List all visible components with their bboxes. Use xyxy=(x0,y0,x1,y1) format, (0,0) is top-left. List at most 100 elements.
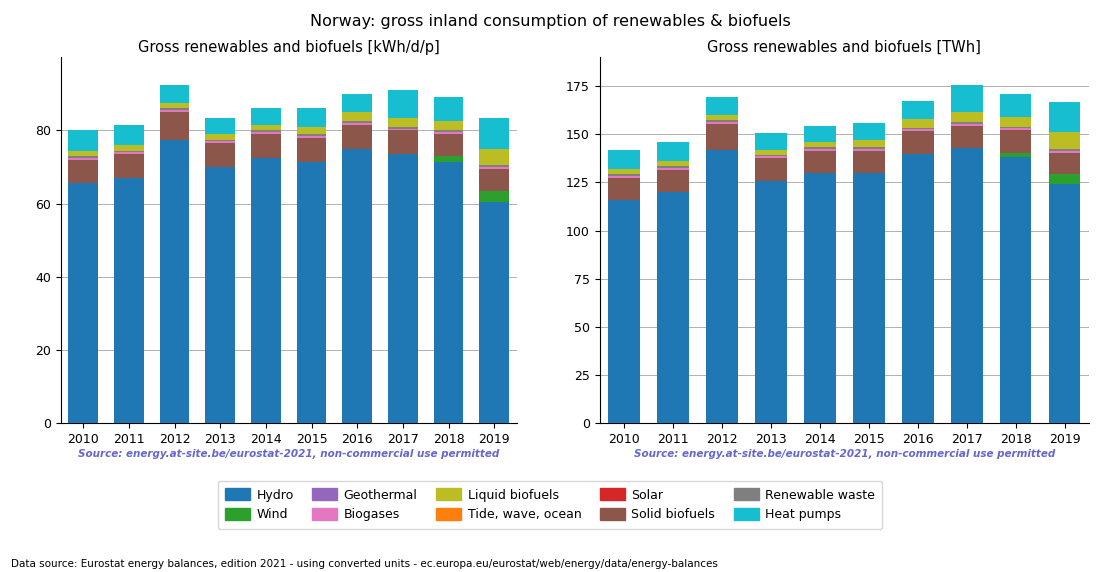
Bar xyxy=(852,173,884,423)
Bar xyxy=(114,152,144,154)
Bar xyxy=(160,103,189,109)
Text: Norway: gross inland consumption of renewables & biofuels: Norway: gross inland consumption of rene… xyxy=(309,14,791,29)
Bar xyxy=(1000,117,1032,126)
Bar xyxy=(902,101,934,119)
Bar xyxy=(1000,153,1032,157)
Bar xyxy=(206,140,235,141)
Bar xyxy=(852,140,884,147)
Bar xyxy=(433,161,463,423)
Bar xyxy=(902,153,934,423)
Bar xyxy=(342,112,372,121)
Bar xyxy=(852,149,884,150)
Text: Data source: Eurostat energy balances, edition 2021 - using converted units - ec: Data source: Eurostat energy balances, e… xyxy=(11,559,718,569)
Bar xyxy=(1048,132,1080,149)
Bar xyxy=(1000,94,1032,117)
Bar xyxy=(1000,130,1032,153)
Bar xyxy=(206,143,235,167)
Bar xyxy=(160,112,189,140)
Bar xyxy=(902,119,934,128)
Bar xyxy=(114,178,144,423)
Bar xyxy=(706,150,738,423)
Bar xyxy=(114,145,144,150)
Bar xyxy=(657,166,689,168)
Bar xyxy=(297,136,327,138)
Bar xyxy=(433,130,463,132)
Bar xyxy=(1048,184,1080,423)
Bar xyxy=(608,176,640,178)
Bar xyxy=(433,121,463,130)
Bar xyxy=(608,200,640,423)
Bar xyxy=(114,154,144,178)
Bar xyxy=(804,126,836,142)
Bar xyxy=(342,94,372,112)
Bar xyxy=(706,115,738,120)
Bar xyxy=(1048,150,1080,153)
Bar xyxy=(251,132,280,134)
Bar xyxy=(706,97,738,115)
Bar xyxy=(433,134,463,156)
Bar xyxy=(1048,101,1080,132)
Bar xyxy=(480,118,509,149)
Bar xyxy=(608,150,640,169)
Bar xyxy=(804,150,836,173)
Bar xyxy=(297,161,327,423)
Bar xyxy=(160,85,189,103)
Bar xyxy=(657,170,689,192)
Bar xyxy=(706,124,738,150)
Bar xyxy=(251,130,280,132)
Bar xyxy=(388,130,418,154)
Bar xyxy=(804,149,836,150)
Bar xyxy=(251,158,280,423)
Bar xyxy=(657,168,689,170)
Bar xyxy=(1000,129,1032,130)
Bar xyxy=(902,132,934,153)
Bar xyxy=(950,148,982,423)
Bar xyxy=(480,191,509,202)
Bar xyxy=(902,128,934,129)
Bar xyxy=(480,202,509,423)
Bar xyxy=(755,154,786,156)
Bar xyxy=(68,158,98,160)
Bar xyxy=(342,149,372,423)
Bar xyxy=(342,121,372,123)
Bar xyxy=(950,126,982,148)
Bar xyxy=(755,181,786,423)
Bar xyxy=(297,134,327,136)
Bar xyxy=(160,140,189,423)
Bar xyxy=(388,129,418,130)
Bar xyxy=(1000,157,1032,423)
Bar xyxy=(1048,153,1080,174)
Bar xyxy=(804,147,836,149)
Bar xyxy=(206,134,235,140)
Bar xyxy=(950,85,982,112)
Bar xyxy=(1048,149,1080,150)
Text: Source: energy.at-site.be/eurostat-2021, non-commercial use permitted: Source: energy.at-site.be/eurostat-2021,… xyxy=(78,449,499,459)
Bar xyxy=(297,138,327,161)
Bar xyxy=(706,122,738,124)
Bar xyxy=(160,110,189,112)
Bar xyxy=(342,125,372,149)
Bar xyxy=(852,150,884,173)
Bar xyxy=(657,142,689,161)
Title: Gross renewables and biofuels [TWh]: Gross renewables and biofuels [TWh] xyxy=(707,39,981,55)
Bar xyxy=(251,134,280,158)
Bar xyxy=(388,118,418,127)
Bar xyxy=(297,127,327,134)
Bar xyxy=(68,156,98,158)
Bar xyxy=(114,150,144,152)
Bar xyxy=(755,150,786,154)
Legend: Hydro, Wind, Geothermal, Biogases, Liquid biofuels, Tide, wave, ocean, Solar, So: Hydro, Wind, Geothermal, Biogases, Liqui… xyxy=(218,481,882,529)
Title: Gross renewables and biofuels [kWh/d/p]: Gross renewables and biofuels [kWh/d/p] xyxy=(138,39,440,55)
Bar xyxy=(480,149,509,165)
Text: Source: energy.at-site.be/eurostat-2021, non-commercial use permitted: Source: energy.at-site.be/eurostat-2021,… xyxy=(634,449,1055,459)
Bar xyxy=(206,141,235,143)
Bar xyxy=(608,174,640,176)
Bar xyxy=(608,169,640,174)
Bar xyxy=(206,167,235,423)
Bar xyxy=(902,129,934,132)
Bar xyxy=(433,156,463,161)
Bar xyxy=(480,165,509,167)
Bar xyxy=(657,161,689,166)
Bar xyxy=(657,192,689,423)
Bar xyxy=(342,123,372,125)
